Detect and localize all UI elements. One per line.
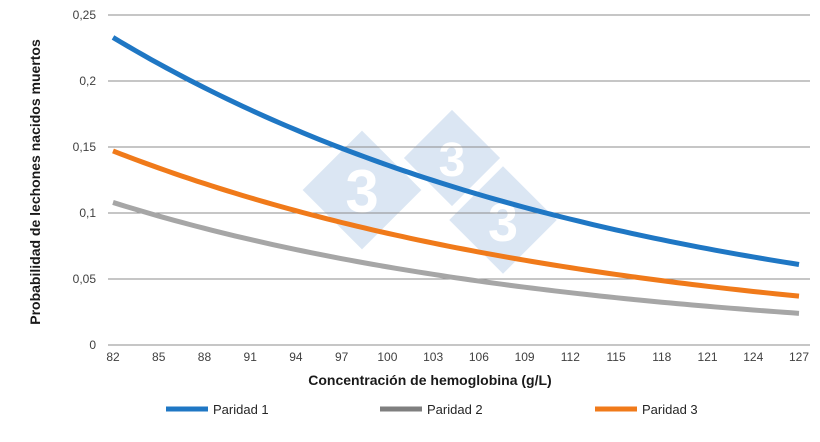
y-tick-label: 0,05 bbox=[73, 272, 97, 286]
y-axis-ticks: 0 0,05 0,1 0,15 0,2 0,25 bbox=[73, 8, 97, 352]
series-line-paridad-1 bbox=[111, 35, 800, 267]
x-tick-label: 112 bbox=[561, 350, 580, 364]
svg-text:3: 3 bbox=[345, 158, 378, 225]
legend-label-paridad-2: Paridad 2 bbox=[427, 402, 483, 417]
x-tick-label: 118 bbox=[652, 350, 671, 364]
y-tick-label: 0,2 bbox=[79, 74, 96, 88]
x-tick-label: 100 bbox=[377, 350, 397, 364]
x-tick-label: 124 bbox=[743, 350, 763, 364]
x-axis-ticks: 82 85 88 91 94 97 100 103 106 109 112 115 118 121 124 1… bbox=[106, 350, 809, 364]
x-tick-label: 127 bbox=[789, 350, 809, 364]
series-line-paridad-3 bbox=[112, 148, 800, 299]
y-tick-label: 0,15 bbox=[73, 140, 97, 154]
x-tick-label: 91 bbox=[244, 350, 258, 364]
x-tick-label: 88 bbox=[198, 350, 212, 364]
series-lines bbox=[111, 35, 800, 316]
y-axis-title: Probabilidad de lechones nacidos muertos bbox=[27, 39, 43, 325]
x-tick-label: 106 bbox=[469, 350, 489, 364]
legend-label-paridad-1: Paridad 1 bbox=[213, 402, 269, 417]
x-tick-label: 85 bbox=[152, 350, 166, 364]
y-tick-label: 0 bbox=[89, 338, 96, 352]
svg-text:3: 3 bbox=[439, 134, 466, 187]
watermark-logo: 3 3 3 bbox=[302, 109, 557, 274]
x-tick-label: 97 bbox=[335, 350, 349, 364]
x-tick-label: 115 bbox=[606, 350, 625, 364]
y-tick-label: 0,25 bbox=[73, 8, 97, 22]
x-tick-label: 109 bbox=[515, 350, 535, 364]
legend: Paridad 1 Paridad 2 Paridad 3 bbox=[166, 402, 698, 417]
x-tick-label: 103 bbox=[423, 350, 443, 364]
x-tick-label: 94 bbox=[289, 350, 303, 364]
x-axis-title: Concentración de hemoglobina (g/L) bbox=[308, 372, 551, 388]
series-line-paridad-2 bbox=[112, 200, 800, 316]
x-tick-label: 121 bbox=[698, 350, 718, 364]
legend-label-paridad-3: Paridad 3 bbox=[642, 402, 698, 417]
gridlines bbox=[108, 14, 810, 346]
y-tick-label: 0,1 bbox=[79, 206, 96, 220]
x-tick-label: 82 bbox=[106, 350, 120, 364]
